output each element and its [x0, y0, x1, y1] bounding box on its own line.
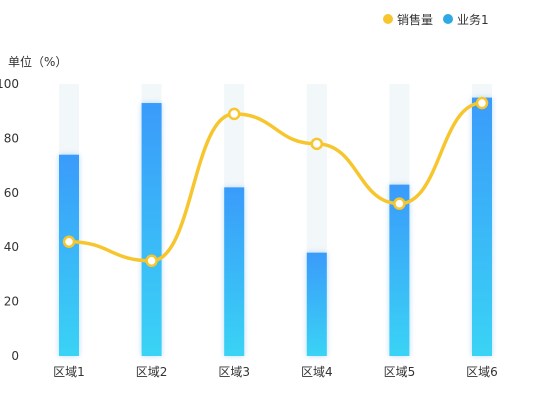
bar[interactable] [59, 154, 79, 356]
line-series [62, 96, 489, 268]
sales-point[interactable] [62, 235, 76, 249]
sales-line [67, 101, 484, 263]
legend-business-marker [443, 14, 453, 24]
sales-point[interactable] [310, 137, 324, 151]
bar[interactable] [306, 252, 327, 356]
x-axis-ticks: 区域1 区域2 区域3 区域4 区域5 区域6 [53, 365, 498, 379]
legend-item-sales[interactable]: 销售量 [383, 12, 433, 27]
bars [59, 97, 492, 356]
x-tick-label: 区域6 [466, 365, 498, 379]
y-axis-ticks: 0 20 40 60 80 100 [0, 77, 19, 363]
bar[interactable] [389, 184, 410, 356]
bar[interactable] [141, 103, 162, 356]
sales-point[interactable] [227, 107, 241, 121]
x-tick-label: 区域4 [301, 365, 333, 379]
y-tick-label: 80 [4, 131, 19, 145]
x-tick-label: 区域2 [136, 365, 168, 379]
y-tick-label: 40 [4, 240, 19, 254]
y-tick-label: 0 [11, 349, 19, 363]
y-tick-label: 20 [4, 295, 19, 309]
sales-point[interactable] [145, 254, 158, 268]
legend: 销售量 业务1 [383, 12, 489, 27]
legend-sales-marker [383, 14, 393, 24]
bar-backgrounds [59, 84, 492, 356]
x-tick-label: 区域3 [218, 365, 250, 379]
legend-business-label: 业务1 [457, 12, 489, 27]
x-tick-label: 区域1 [53, 365, 85, 379]
legend-item-business[interactable]: 业务1 [443, 12, 489, 27]
y-axis-title: 单位（%） [8, 54, 67, 69]
legend-sales-label: 销售量 [397, 12, 433, 27]
x-tick-label: 区域5 [384, 365, 416, 379]
sales-point[interactable] [475, 96, 489, 110]
y-tick-label: 100 [0, 77, 19, 91]
y-tick-label: 60 [4, 186, 19, 200]
bar[interactable] [472, 97, 492, 356]
bar[interactable] [224, 187, 245, 356]
sales-point[interactable] [393, 197, 406, 210]
